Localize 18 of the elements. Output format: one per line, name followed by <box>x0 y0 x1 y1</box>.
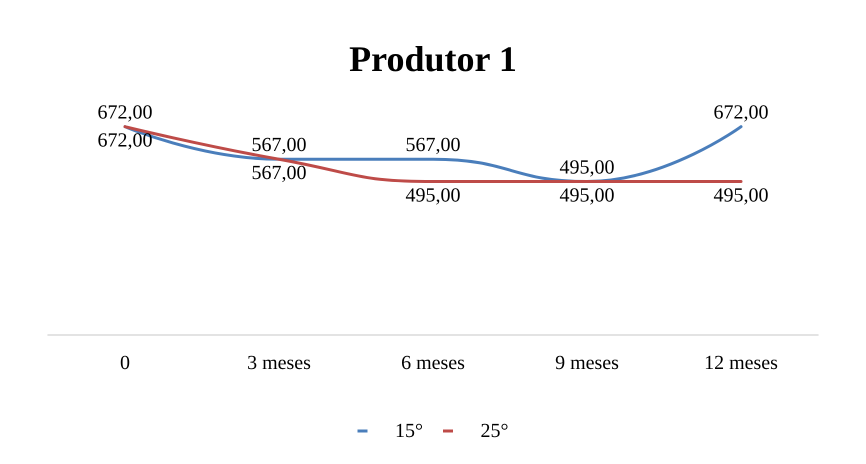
data-label: 567,00 <box>252 162 306 184</box>
data-label: 567,00 <box>406 134 460 156</box>
data-label: 495,00 <box>406 184 460 207</box>
legend-label: 15° <box>395 420 423 442</box>
data-label: 672,00 <box>98 130 152 152</box>
data-label: 567,00 <box>252 134 306 156</box>
data-label: 495,00 <box>560 184 614 207</box>
x-tick-label: 0 <box>120 352 130 374</box>
x-tick-label: 6 meses <box>401 352 466 374</box>
data-label: 672,00 <box>98 102 152 124</box>
data-label: 672,00 <box>714 102 768 124</box>
x-tick-label: 12 meses <box>704 352 778 374</box>
data-label: 495,00 <box>714 184 768 207</box>
x-tick-label: 3 meses <box>247 352 312 374</box>
chart-title: Produtor 1 <box>349 39 517 79</box>
data-label: 495,00 <box>560 156 614 179</box>
legend-label: 25° <box>480 420 508 442</box>
x-tick-label: 9 meses <box>555 352 620 374</box>
